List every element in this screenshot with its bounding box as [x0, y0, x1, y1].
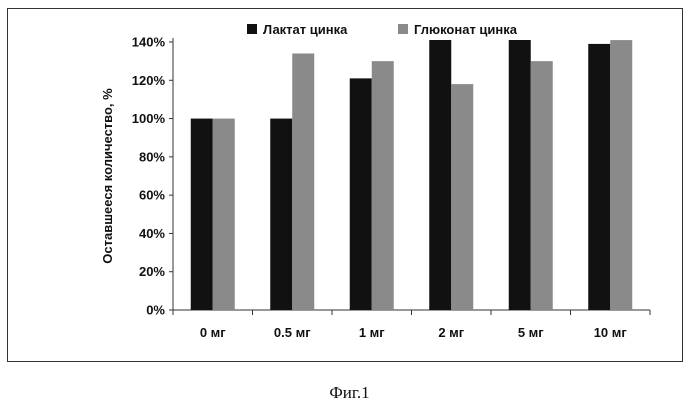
- bar-lactate: [191, 119, 213, 310]
- y-tick-label: 120%: [132, 73, 166, 88]
- x-tick-label: 10 мг: [594, 325, 628, 340]
- legend-label: Глюконат цинка: [414, 22, 518, 37]
- y-tick-label: 80%: [139, 149, 165, 164]
- bar-lactate: [350, 78, 372, 310]
- bar-gluconate: [372, 61, 394, 310]
- x-tick-label: 2 мг: [438, 325, 464, 340]
- y-tick-label: 60%: [139, 188, 165, 203]
- bar-gluconate: [531, 61, 553, 310]
- legend-swatch: [247, 24, 257, 34]
- bar-lactate: [588, 44, 610, 310]
- figure-caption: Фиг.1: [0, 383, 699, 403]
- x-tick-label: 0.5 мг: [274, 325, 311, 340]
- bar-lactate: [270, 119, 292, 310]
- bar-lactate: [429, 40, 451, 310]
- bar-lactate: [509, 40, 531, 310]
- x-tick-label: 0 мг: [200, 325, 226, 340]
- bar-gluconate: [213, 119, 235, 310]
- y-tick-label: 0%: [146, 303, 165, 318]
- y-tick-label: 40%: [139, 226, 165, 241]
- legend-label: Лактат цинка: [263, 22, 348, 37]
- legend-swatch: [398, 24, 408, 34]
- bar-gluconate: [610, 40, 632, 310]
- y-axis-title: Оставшееся количество, %: [100, 88, 115, 264]
- y-tick-label: 100%: [132, 111, 166, 126]
- y-tick-label: 140%: [132, 35, 166, 50]
- x-tick-label: 1 мг: [359, 325, 385, 340]
- bar-gluconate: [451, 84, 473, 310]
- chart: 0% 20% 40% 60% 80% 100% 120% 140% 0 мг 0.5 мг 1 мг…: [0, 0, 699, 380]
- bar-gluconate: [292, 53, 314, 310]
- x-tick-label: 5 мг: [518, 325, 544, 340]
- y-tick-label: 20%: [139, 264, 165, 279]
